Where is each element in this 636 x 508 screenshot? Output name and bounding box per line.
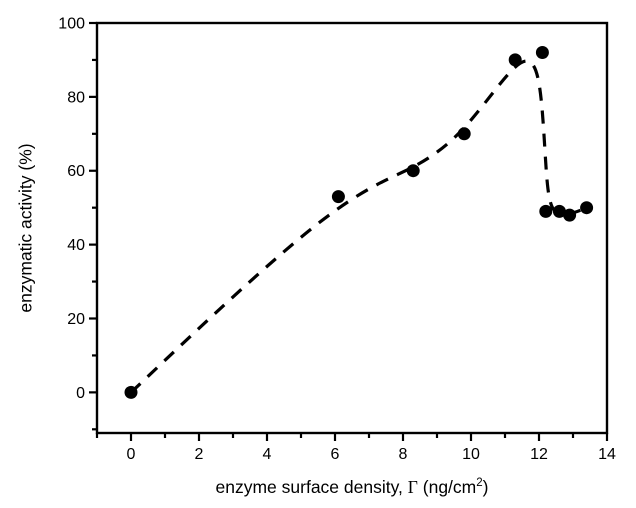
y-tick-label: 100 <box>58 16 85 33</box>
x-tick-label: 2 <box>195 446 204 463</box>
plot-frame <box>95 21 609 435</box>
x-tick-label: 8 <box>399 446 408 463</box>
y-axis-title: enzymatic activity (%) <box>15 143 36 313</box>
x-tick-label: 6 <box>331 446 340 463</box>
data-point-marker <box>563 208 577 222</box>
x-tick-label: 14 <box>598 446 616 463</box>
data-point-marker <box>508 53 522 67</box>
data-series-dashed-line <box>129 59 588 394</box>
data-point-marker <box>457 127 471 141</box>
x-axis-title: enzyme surface density, Γ (ng/cm2) <box>215 477 489 497</box>
x-axis-unit-suffix: ) <box>482 477 489 497</box>
x-tick-label: 10 <box>462 446 480 463</box>
y-tick-label: 80 <box>67 89 85 106</box>
y-tick-label: 60 <box>67 163 85 180</box>
y-tick-label: 40 <box>67 237 85 254</box>
data-point-marker <box>535 46 549 59</box>
data-point-marker <box>124 385 138 399</box>
y-tick-label: 20 <box>67 311 85 328</box>
y-tick-label: 0 <box>76 385 85 402</box>
x-axis-title-text: enzyme surface density, <box>215 477 408 497</box>
data-point-marker <box>406 164 420 178</box>
data-point-marker <box>580 201 594 215</box>
data-point-marker <box>539 204 553 218</box>
gamma-symbol: Γ <box>407 477 418 497</box>
x-axis-unit-superscript: 2 <box>476 477 483 490</box>
data-point-marker <box>331 190 345 204</box>
data-point-marker <box>552 204 566 218</box>
x-axis-unit-prefix: (ng/cm <box>417 477 477 497</box>
x-tick-label: 4 <box>263 446 272 463</box>
x-tick-label: 0 <box>127 446 136 463</box>
y-axis-title-text: enzymatic activity (%) <box>15 143 36 313</box>
x-tick-label: 12 <box>530 446 548 463</box>
